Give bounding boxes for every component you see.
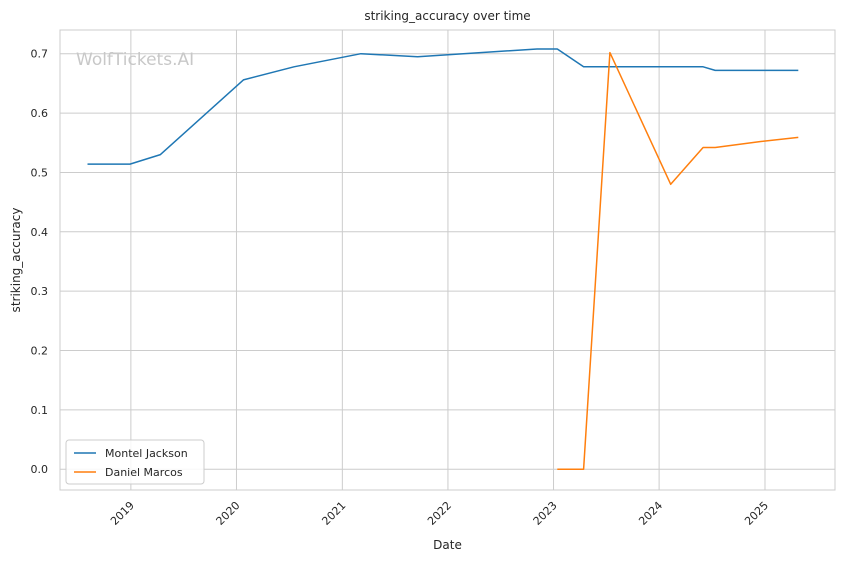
y-tick-label: 0.4 <box>31 226 49 239</box>
y-tick-label: 0.7 <box>31 48 49 61</box>
y-axis-title: striking_accuracy <box>9 208 23 313</box>
legend-label: Montel Jackson <box>105 447 188 460</box>
grid <box>60 30 835 490</box>
legend-label: Daniel Marcos <box>105 466 183 479</box>
x-axis-title: Date <box>433 538 462 552</box>
series-line <box>557 51 799 470</box>
y-tick-label: 0.5 <box>31 166 49 179</box>
series-group <box>87 48 799 470</box>
legend: Montel Jackson Daniel Marcos <box>65 439 205 485</box>
chart-title: striking_accuracy over time <box>364 9 530 23</box>
y-tick-label: 0.0 <box>31 463 49 476</box>
watermark: WolfTickets.AI <box>76 50 194 70</box>
y-tick-label: 0.3 <box>31 285 49 298</box>
legend-box <box>65 439 205 485</box>
y-tick-label: 0.2 <box>31 345 49 358</box>
y-tick-label: 0.1 <box>31 404 49 417</box>
y-tick-label: 0.6 <box>31 107 49 120</box>
plot-frame <box>59 29 836 491</box>
